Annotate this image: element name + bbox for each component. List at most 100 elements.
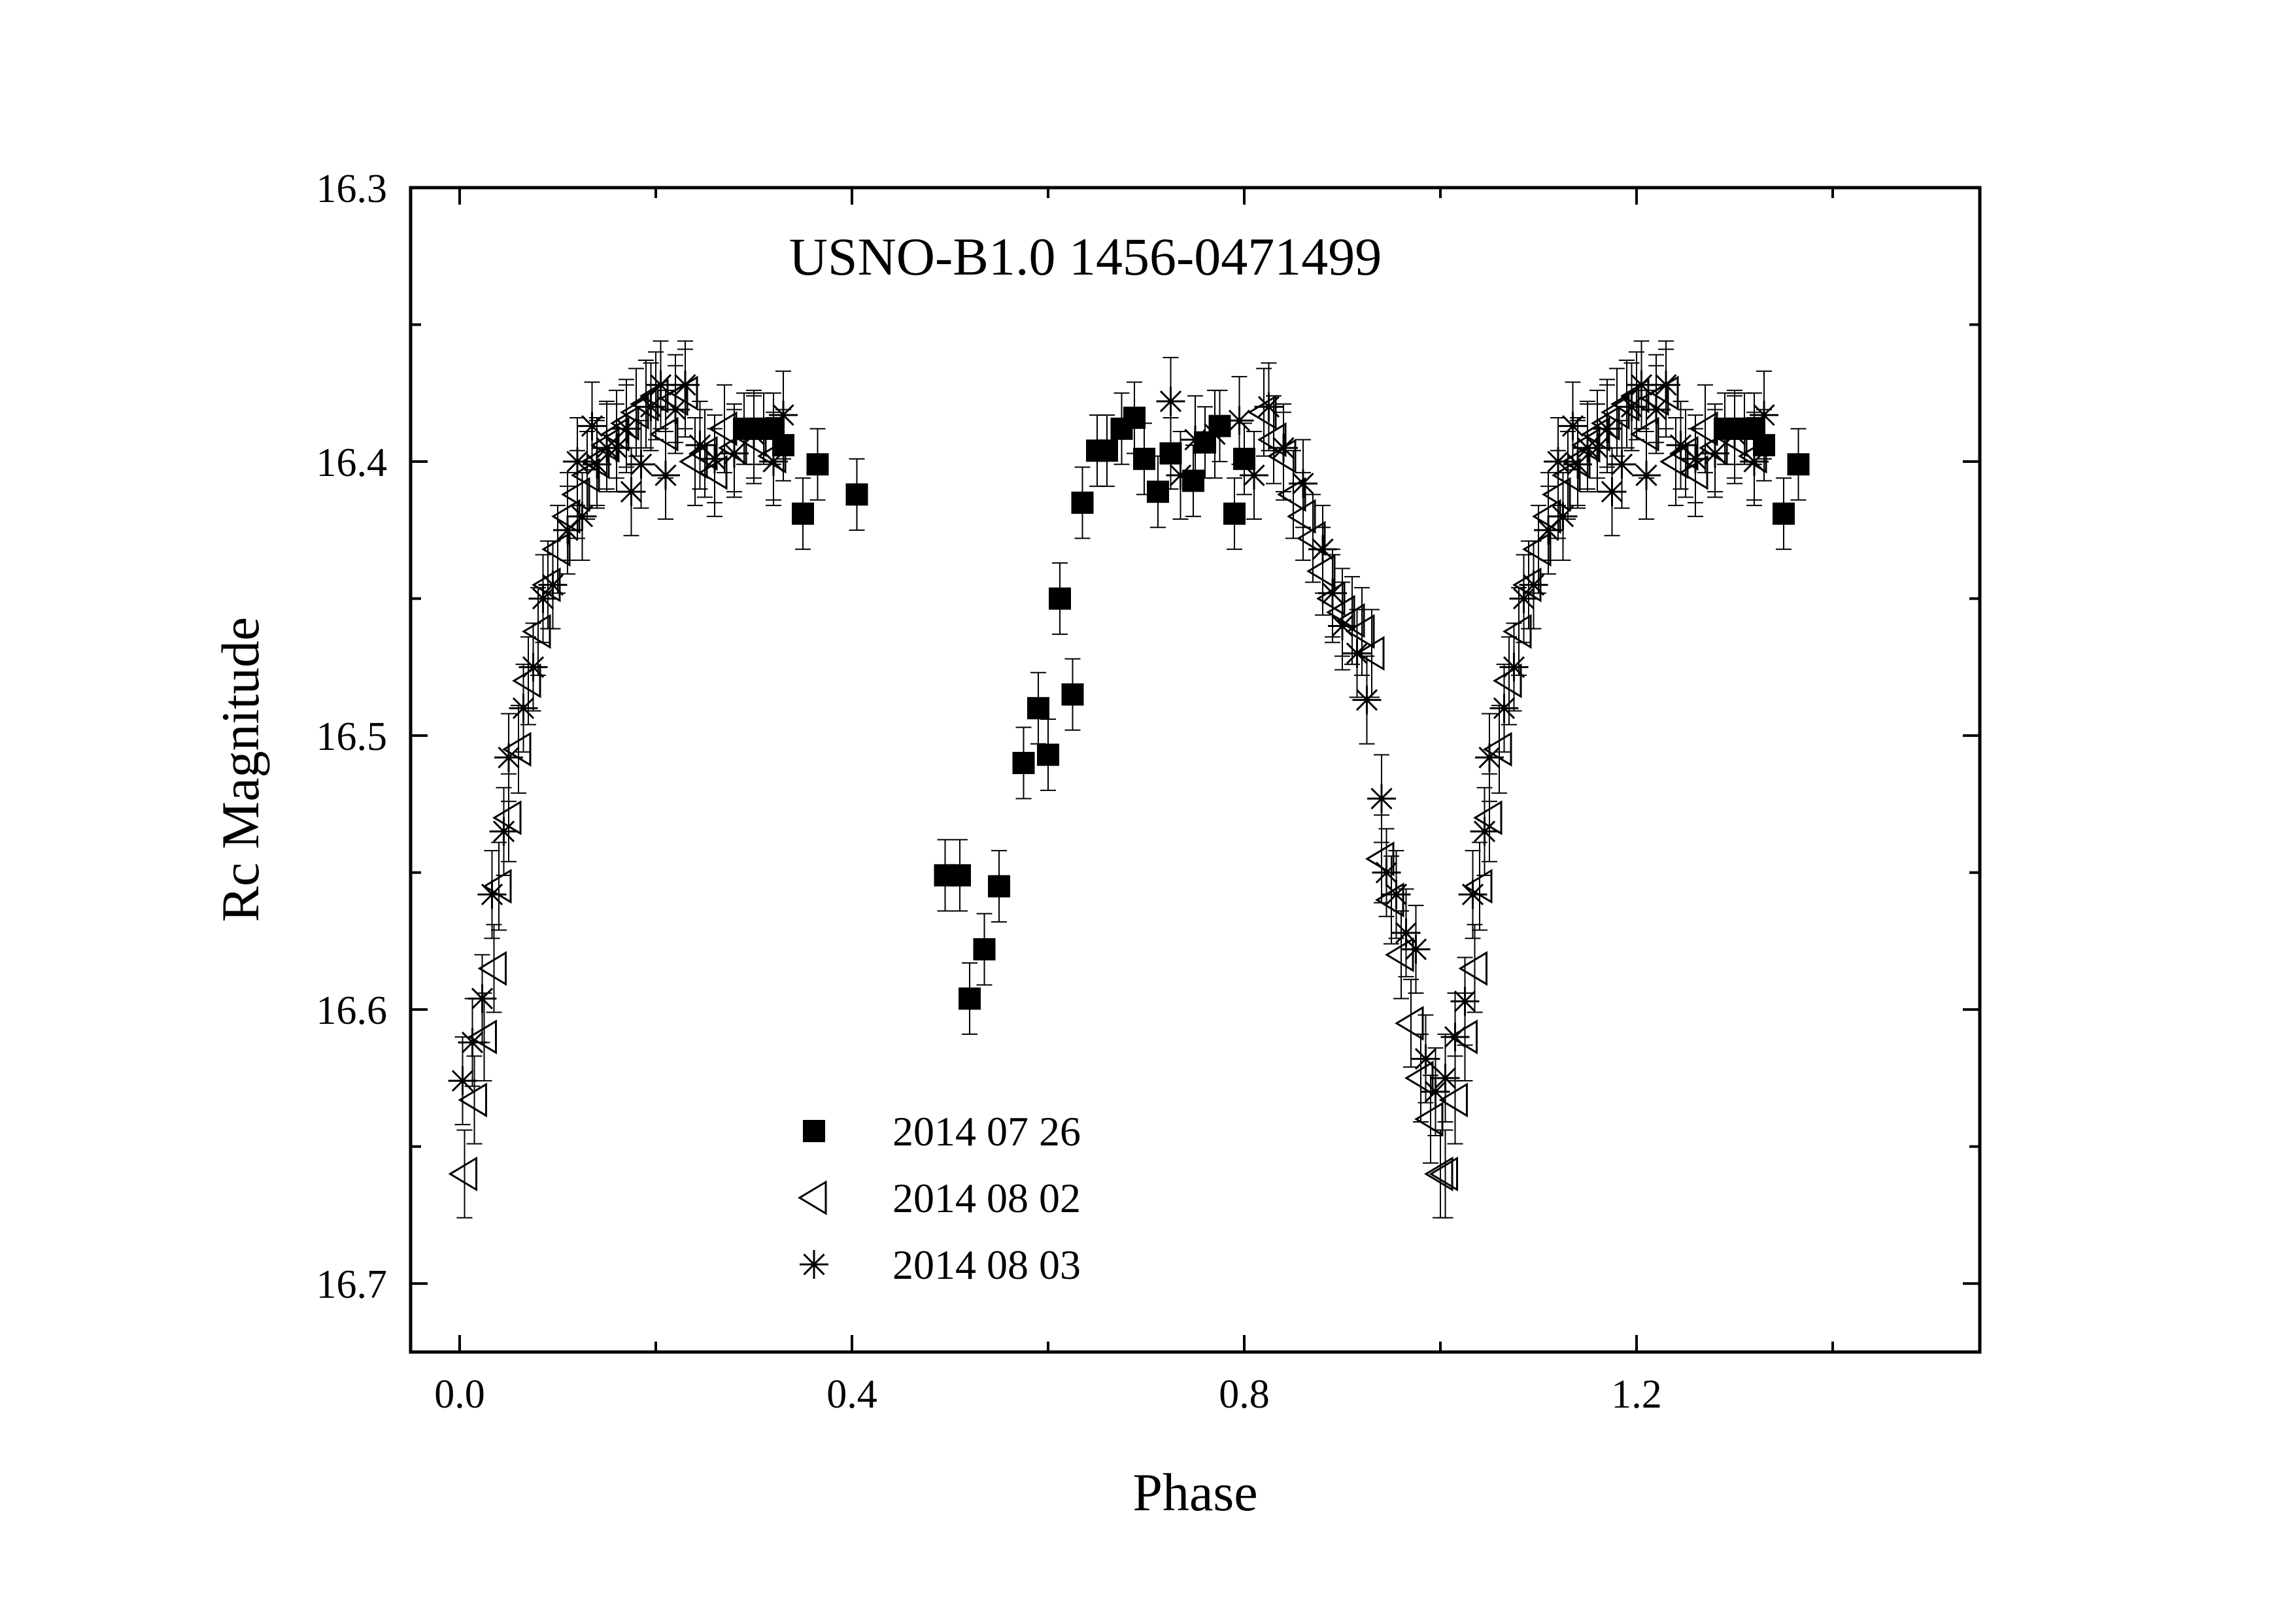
data-point-2014-08-02 bbox=[448, 1156, 477, 1192]
data-point-2014-08-02 bbox=[541, 532, 571, 567]
data-point-2014-08-03 bbox=[1411, 1044, 1440, 1074]
data-point-2014-08-03 bbox=[489, 817, 518, 846]
data-point-2014-08-03 bbox=[1450, 987, 1480, 1016]
data-point-2014-08-03 bbox=[1440, 1023, 1470, 1052]
data-point-2014-08-03 bbox=[1372, 858, 1401, 887]
error-bar bbox=[456, 1129, 473, 1219]
data-point-2014-08-03 bbox=[1750, 400, 1778, 430]
data-point-2014-08-03 bbox=[568, 501, 597, 531]
data-point-2014-08-03 bbox=[1289, 469, 1317, 498]
legend: 2014 07 26 2014 08 02 2014 08 03 bbox=[798, 1108, 1081, 1288]
data-point-2014-08-03 bbox=[1391, 918, 1421, 947]
data-point-2014-08-02 bbox=[1630, 416, 1659, 452]
data-point-2014-07-26 bbox=[1787, 453, 1810, 476]
data-point-2014-07-26 bbox=[1027, 697, 1049, 720]
data-point-2014-08-03 bbox=[1627, 370, 1656, 399]
data-point-2014-07-26 bbox=[949, 864, 971, 887]
data-point-2014-08-02 bbox=[1429, 1156, 1458, 1192]
data-point-2014-08-02 bbox=[581, 444, 610, 479]
data-point-2014-08-02 bbox=[1438, 1082, 1468, 1118]
data-point-2014-08-03 bbox=[518, 652, 548, 682]
data-point-2014-08-03 bbox=[563, 447, 592, 477]
data-point-2014-08-03 bbox=[477, 880, 507, 909]
data-point-2014-08-03 bbox=[538, 570, 568, 600]
data-point-2014-08-03 bbox=[1489, 694, 1519, 723]
data-point-2014-07-26 bbox=[1147, 481, 1169, 503]
data-point-2014-08-03 bbox=[1181, 425, 1210, 454]
data-point-2014-08-03 bbox=[494, 743, 523, 772]
data-point-2014-08-03 bbox=[1617, 392, 1646, 422]
error-bar bbox=[1437, 1129, 1453, 1219]
data-point-2014-08-03 bbox=[1544, 447, 1572, 477]
data-point-2014-08-03 bbox=[651, 461, 680, 490]
data-point-2014-08-02 bbox=[1297, 520, 1326, 556]
data-point-2014-08-03 bbox=[1632, 461, 1661, 490]
data-point-2014-08-03 bbox=[685, 430, 715, 460]
data-point-2014-07-26 bbox=[1133, 447, 1155, 470]
data-point-2014-08-03 bbox=[1534, 515, 1563, 545]
data-point-2014-08-03 bbox=[1740, 447, 1769, 477]
data-point-2014-08-03 bbox=[1681, 444, 1710, 473]
data-point-2014-08-02 bbox=[1581, 416, 1610, 452]
data-point-2014-08-03 bbox=[1352, 685, 1382, 715]
data-point-2014-08-03 bbox=[1401, 934, 1431, 964]
data-point-2014-08-03 bbox=[1666, 430, 1695, 460]
data-point-2014-08-03 bbox=[1225, 406, 1254, 435]
data-point-2014-08-02 bbox=[1503, 614, 1532, 649]
data-point-2014-08-02 bbox=[1561, 444, 1591, 479]
y-axis-label: Rc Magnitude bbox=[211, 617, 270, 922]
data-point-2014-07-26 bbox=[1123, 407, 1146, 430]
data-point-2014-08-02 bbox=[1552, 458, 1581, 493]
legend-label: 2014 08 03 bbox=[892, 1242, 1081, 1288]
data-point-2014-07-26 bbox=[845, 483, 868, 506]
data-point-2014-08-03 bbox=[617, 477, 646, 507]
tick-labels: 0.0 0.4 0.8 1.2 16.3 16.4 16.5 16.6 16.7 bbox=[316, 167, 1662, 1417]
data-point-2014-08-03 bbox=[1583, 433, 1612, 463]
data-point-2014-08-02 bbox=[708, 411, 738, 447]
data-point-2014-08-03 bbox=[1509, 584, 1538, 613]
legend-marker-2014-07-26 bbox=[803, 1120, 825, 1142]
data-point-2014-08-02 bbox=[1395, 1006, 1424, 1041]
data-point-2014-08-02 bbox=[1385, 937, 1414, 973]
y-tick-label: 16.6 bbox=[316, 989, 388, 1033]
data-point-2014-07-26 bbox=[973, 938, 996, 960]
data-point-2014-08-03 bbox=[739, 420, 768, 449]
data-point-2014-08-02 bbox=[522, 614, 551, 649]
data-point-2014-08-02 bbox=[1522, 532, 1552, 567]
data-point-2014-07-26 bbox=[806, 453, 829, 476]
data-point-2014-08-03 bbox=[1200, 420, 1229, 449]
legend-marker-2014-08-03 bbox=[800, 1250, 828, 1279]
y-tick-label: 16.5 bbox=[316, 715, 388, 759]
data-point-2014-08-03 bbox=[720, 439, 749, 468]
data-point-2014-08-03 bbox=[1720, 420, 1749, 449]
data-point-2014-08-03 bbox=[448, 1066, 477, 1096]
data-point-2014-08-02 bbox=[1659, 444, 1689, 479]
data-point-2014-08-03 bbox=[1607, 450, 1637, 479]
data-point-2014-07-26 bbox=[988, 875, 1010, 898]
y-tick-label: 16.7 bbox=[316, 1262, 388, 1307]
data-point-2014-08-03 bbox=[612, 414, 641, 443]
data-point-2014-07-26 bbox=[792, 502, 814, 525]
x-tick-label: 0.8 bbox=[1219, 1372, 1270, 1417]
data-point-2014-08-02 bbox=[1542, 477, 1571, 512]
data-point-2014-07-26 bbox=[1096, 439, 1118, 462]
data-point-2014-07-26 bbox=[1773, 502, 1795, 525]
y-tick-label: 16.4 bbox=[316, 441, 388, 485]
data-point-2014-08-03 bbox=[577, 411, 607, 441]
data-point-2014-08-02 bbox=[477, 951, 507, 986]
data-point-2014-08-03 bbox=[1475, 743, 1504, 772]
data-point-2014-08-03 bbox=[458, 1028, 487, 1057]
data-point-2014-08-03 bbox=[1382, 880, 1411, 909]
data-point-2014-08-02 bbox=[1287, 499, 1316, 534]
data-point-2014-08-03 bbox=[1593, 414, 1622, 443]
data-point-2014-08-03 bbox=[1701, 439, 1729, 468]
data-point-2014-08-03 bbox=[553, 515, 582, 545]
data-point-2014-08-03 bbox=[1166, 461, 1195, 490]
data-point-2014-08-02 bbox=[1306, 554, 1336, 589]
data-point-2014-08-03 bbox=[528, 584, 558, 613]
data-point-2014-08-03 bbox=[1563, 450, 1592, 479]
legend-label: 2014 07 26 bbox=[892, 1108, 1081, 1155]
data-point-2014-08-02 bbox=[571, 458, 600, 493]
legend-label: 2014 08 02 bbox=[892, 1175, 1081, 1221]
